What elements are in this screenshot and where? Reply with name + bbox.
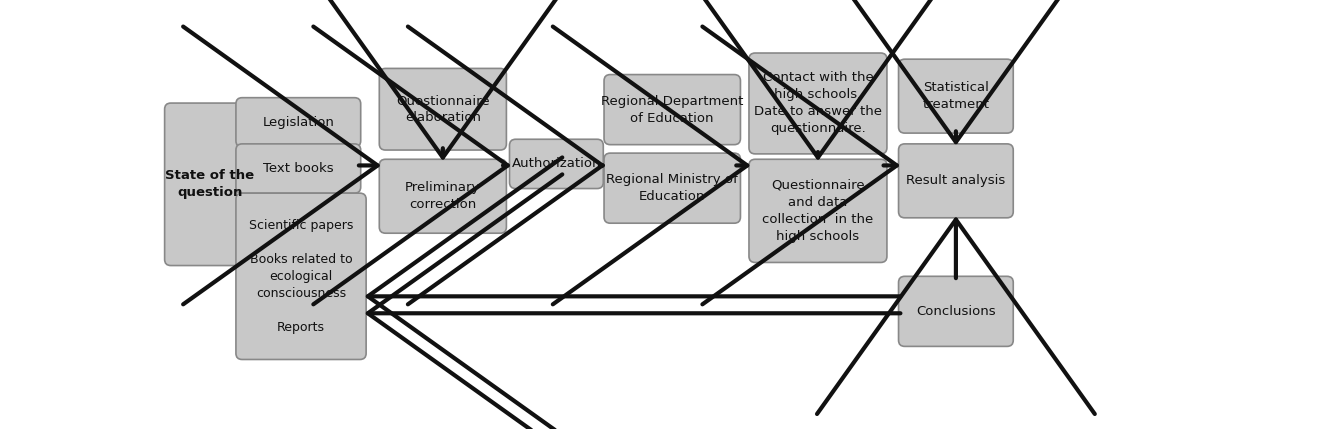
FancyBboxPatch shape (379, 68, 507, 150)
FancyBboxPatch shape (898, 276, 1013, 346)
Text: Authorization: Authorization (511, 157, 601, 170)
FancyBboxPatch shape (379, 159, 507, 233)
Text: Contact with the
high schools.
Date to answer the
questionnaire.: Contact with the high schools. Date to a… (753, 72, 882, 136)
Text: Statistical
treatment: Statistical treatment (922, 81, 989, 111)
Text: Text books: Text books (263, 162, 333, 175)
Text: Conclusions: Conclusions (917, 305, 996, 318)
FancyBboxPatch shape (898, 59, 1013, 133)
Text: Scientific papers

Books related to
ecological
consciousness

Reports: Scientific papers Books related to ecolo… (249, 219, 353, 334)
Text: Regional Department
of Education: Regional Department of Education (601, 95, 743, 124)
FancyBboxPatch shape (605, 153, 740, 223)
FancyBboxPatch shape (749, 53, 886, 154)
FancyBboxPatch shape (898, 144, 1013, 218)
Text: Preliminary
correction: Preliminary correction (406, 181, 481, 211)
FancyBboxPatch shape (236, 98, 361, 147)
Text: State of the
question: State of the question (165, 169, 254, 199)
FancyBboxPatch shape (605, 75, 740, 145)
FancyBboxPatch shape (165, 103, 254, 266)
FancyBboxPatch shape (510, 139, 603, 188)
FancyBboxPatch shape (749, 159, 886, 263)
FancyBboxPatch shape (236, 193, 366, 360)
Text: Questionnaire
and data
collection  in the
high schools: Questionnaire and data collection in the… (763, 179, 873, 243)
Text: Questionnaire
elaboration: Questionnaire elaboration (396, 94, 490, 124)
Text: Result analysis: Result analysis (906, 174, 1005, 187)
Text: Regional Ministry of
Education: Regional Ministry of Education (606, 173, 738, 203)
Text: Legislation: Legislation (262, 116, 335, 129)
FancyBboxPatch shape (236, 144, 361, 193)
